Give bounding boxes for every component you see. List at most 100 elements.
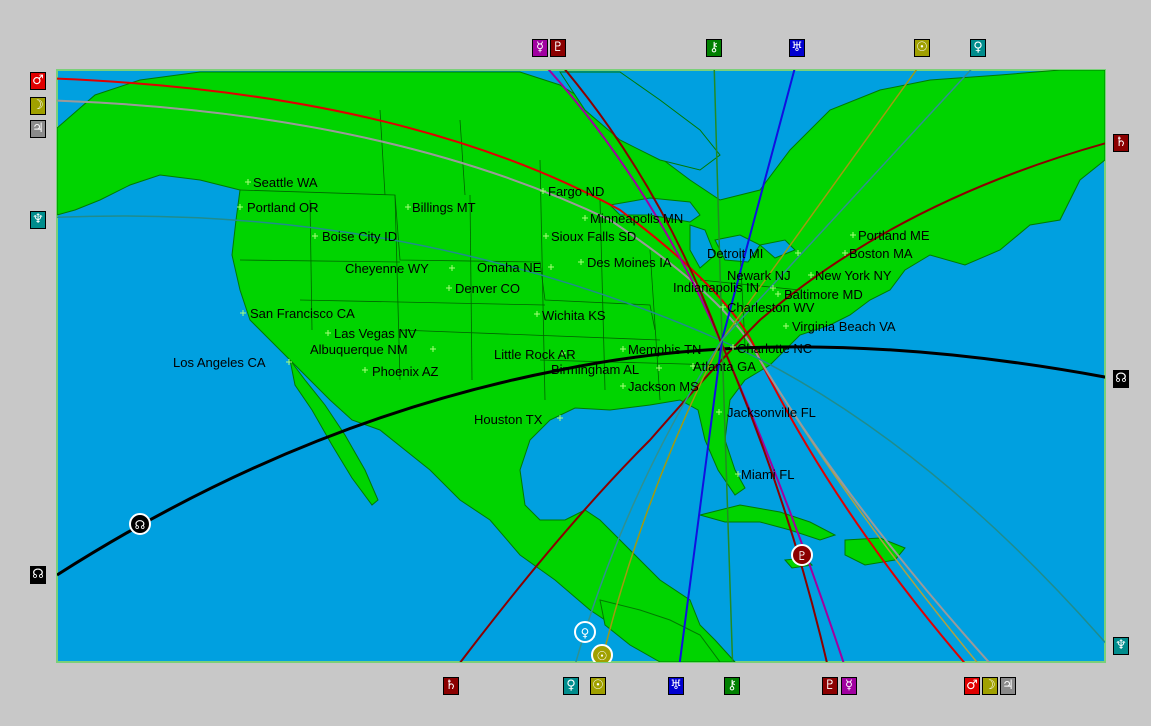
saturn-line <box>459 142 1105 662</box>
city-san-francisco: San Francisco CA <box>240 306 355 321</box>
city-little-rock: Little Rock AR <box>494 347 576 362</box>
city-birmingham: Birmingham AL <box>551 362 662 377</box>
node-line <box>57 345 1105 577</box>
city-detroit: Detroit MI <box>707 246 801 261</box>
city-omaha: Omaha NE <box>477 260 554 275</box>
venus-top-icon[interactable]: ♀ <box>970 39 986 57</box>
saturn-right-icon[interactable]: ♄ <box>1113 134 1129 152</box>
svg-text:Cheyenne WY: Cheyenne WY <box>345 261 429 276</box>
city-jackson: Jackson MS <box>620 379 699 394</box>
mercury-top-icon[interactable]: ☿ <box>532 39 548 57</box>
svg-text:Little Rock AR: Little Rock AR <box>494 347 576 362</box>
svg-text:Virginia Beach VA: Virginia Beach VA <box>792 319 896 334</box>
sun-marker: ☉ <box>591 644 613 663</box>
city-boise: Boise City ID <box>312 229 397 244</box>
neptune-left-icon[interactable]: ♆ <box>30 211 46 229</box>
city-sioux-falls: Sioux Falls SD <box>543 229 636 244</box>
neptune-right-icon[interactable]: ♆ <box>1113 637 1129 655</box>
svg-text:Atlanta GA: Atlanta GA <box>693 359 756 374</box>
svg-text:♇: ♇ <box>797 549 808 563</box>
svg-text:Wichita KS: Wichita KS <box>542 308 606 323</box>
svg-text:Albuquerque NM: Albuquerque NM <box>310 342 408 357</box>
cities: Seattle WA Portland OR Billings MT Boise… <box>173 175 930 482</box>
city-miami: Miami FL <box>735 467 794 482</box>
svg-text:☊: ☊ <box>135 518 146 532</box>
city-houston: Houston TX <box>474 412 563 427</box>
chiron-top-icon[interactable]: ⚷ <box>706 39 722 57</box>
pluto-line <box>564 70 828 662</box>
city-virginia-beach: Virginia Beach VA <box>783 319 896 334</box>
venus-bottom-icon[interactable]: ♀ <box>563 677 579 695</box>
svg-text:New York NY: New York NY <box>815 268 892 283</box>
sun-top-icon[interactable]: ☉ <box>914 39 930 57</box>
svg-text:Newark NJ: Newark NJ <box>727 268 791 283</box>
baja-california <box>289 359 379 506</box>
chiron-bottom-icon[interactable]: ⚷ <box>724 677 740 695</box>
city-phoenix: Phoenix AZ <box>362 364 439 379</box>
svg-text:Charlotte NC: Charlotte NC <box>737 341 812 356</box>
svg-text:Baltimore MD: Baltimore MD <box>784 287 863 302</box>
svg-text:Seattle WA: Seattle WA <box>253 175 318 190</box>
moon-bottom-icon[interactable]: ☽ <box>982 677 998 695</box>
city-charleston: Charleston WV <box>720 300 815 315</box>
city-atlanta: Atlanta GA <box>690 359 756 374</box>
node-left-icon[interactable]: ☊ <box>30 566 46 584</box>
svg-text:Las Vegas NV: Las Vegas NV <box>334 326 417 341</box>
svg-text:Sioux Falls SD: Sioux Falls SD <box>551 229 636 244</box>
city-memphis: Memphis TN <box>620 342 701 357</box>
central-america <box>599 599 721 662</box>
svg-text:Memphis TN: Memphis TN <box>628 342 701 357</box>
sun-bottom-icon[interactable]: ☉ <box>590 677 606 695</box>
svg-text:Omaha NE: Omaha NE <box>477 260 542 275</box>
city-jacksonville: Jacksonville FL <box>716 405 816 420</box>
city-wichita: Wichita KS <box>534 308 606 323</box>
svg-text:☉: ☉ <box>597 649 608 663</box>
svg-text:San Francisco CA: San Francisco CA <box>250 306 355 321</box>
jupiter-line <box>57 99 991 662</box>
svg-text:Miami FL: Miami FL <box>741 467 794 482</box>
city-minneapolis: Minneapolis MN <box>582 211 683 226</box>
svg-text:Denver CO: Denver CO <box>455 281 520 296</box>
venus-marker: ♀ <box>574 621 596 643</box>
cuba <box>698 504 837 541</box>
saturn-bottom-icon[interactable]: ♄ <box>443 677 459 695</box>
city-des-moines: Des Moines IA <box>578 255 672 270</box>
uranus-top-icon[interactable]: ♅ <box>789 39 805 57</box>
svg-text:Portland OR: Portland OR <box>247 200 319 215</box>
uranus-bottom-icon[interactable]: ♅ <box>668 677 684 695</box>
svg-text:Phoenix AZ: Phoenix AZ <box>372 364 439 379</box>
svg-text:Detroit MI: Detroit MI <box>707 246 763 261</box>
mars-left-icon[interactable]: ♂ <box>30 72 46 90</box>
node-right-icon[interactable]: ☊ <box>1113 370 1129 388</box>
city-portland-me: Portland ME <box>850 228 930 243</box>
city-fargo: Fargo ND <box>540 184 604 199</box>
svg-text:Boise City ID: Boise City ID <box>322 229 397 244</box>
svg-text:Charleston WV: Charleston WV <box>727 300 815 315</box>
state-borders <box>239 109 801 401</box>
pluto-top-icon[interactable]: ♇ <box>550 39 566 57</box>
city-portland-or: Portland OR <box>237 200 319 215</box>
node-marker: ☊ <box>129 513 151 535</box>
svg-text:Des Moines IA: Des Moines IA <box>587 255 672 270</box>
mercury-bottom-icon[interactable]: ☿ <box>841 677 857 695</box>
mars-bottom-icon[interactable]: ♂ <box>964 677 980 695</box>
sun-line <box>600 70 918 662</box>
city-las-vegas: Las Vegas NV <box>325 326 417 341</box>
svg-text:Los Angeles CA: Los Angeles CA <box>173 355 266 370</box>
city-denver: Denver CO <box>446 281 520 296</box>
moon-left-icon[interactable]: ☽ <box>30 97 46 115</box>
hudson-bay <box>559 71 721 171</box>
city-billings: Billings MT <box>405 200 476 215</box>
city-los-angeles: Los Angeles CA <box>173 355 292 370</box>
svg-text:Birmingham AL: Birmingham AL <box>551 362 639 377</box>
city-charlotte: Charlotte NC <box>730 341 812 356</box>
city-baltimore: Baltimore MD <box>775 287 863 302</box>
jupiter-bottom-icon[interactable]: ♃ <box>1000 677 1016 695</box>
planetary-lines <box>57 70 1105 662</box>
svg-text:Billings MT: Billings MT <box>412 200 476 215</box>
jupiter-left-icon[interactable]: ♃ <box>30 120 46 138</box>
svg-text:Fargo ND: Fargo ND <box>548 184 604 199</box>
pluto-bottom-icon[interactable]: ♇ <box>822 677 838 695</box>
city-seattle: Seattle WA <box>245 175 318 190</box>
